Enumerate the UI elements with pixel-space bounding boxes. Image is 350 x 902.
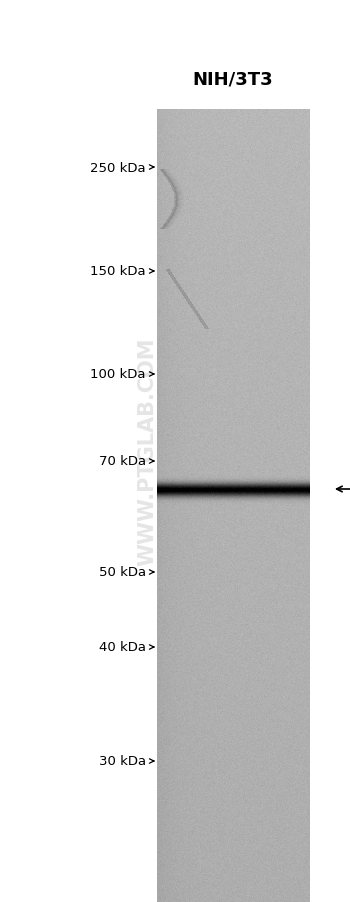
Text: WWW.PTGLAB.COM: WWW.PTGLAB.COM: [137, 336, 157, 566]
Text: 40 kDa: 40 kDa: [99, 640, 146, 654]
Text: 250 kDa: 250 kDa: [90, 161, 146, 174]
Text: 50 kDa: 50 kDa: [99, 566, 146, 579]
Text: 30 kDa: 30 kDa: [99, 755, 146, 768]
Text: 70 kDa: 70 kDa: [99, 455, 146, 468]
Text: NIH/3T3: NIH/3T3: [193, 70, 273, 87]
Text: 150 kDa: 150 kDa: [90, 265, 146, 278]
Text: 100 kDa: 100 kDa: [91, 368, 146, 381]
